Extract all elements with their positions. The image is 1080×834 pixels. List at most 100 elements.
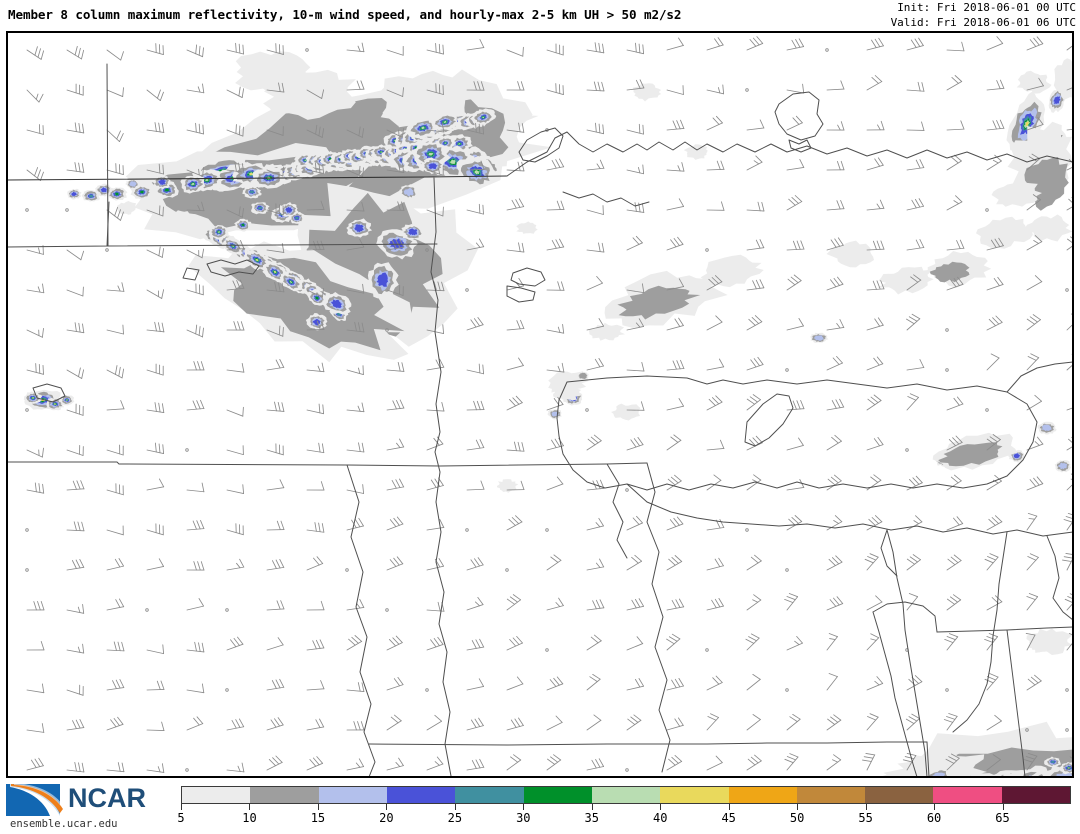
wind-barb	[26, 640, 45, 651]
colorbar[interactable]: 5 10 15 20 25 30 35 40 45 50 55 60 65	[177, 786, 1071, 830]
wind-barb	[626, 42, 645, 55]
wind-barb	[66, 603, 85, 614]
wind-barb	[706, 597, 724, 611]
colorbar-segment	[455, 787, 524, 803]
wind-barb	[226, 321, 245, 331]
wind-barb	[226, 124, 244, 137]
wind-barb	[266, 358, 285, 371]
reflectivity-contour	[976, 216, 1033, 249]
wind-barb	[305, 48, 309, 52]
wind-barb	[266, 443, 284, 456]
wind-barb	[706, 84, 725, 95]
wind-barb	[506, 717, 524, 731]
wind-barb	[466, 363, 485, 375]
reflectivity-contour	[428, 163, 438, 169]
wind-barb	[66, 162, 85, 173]
wind-barb	[586, 673, 601, 691]
wind-barb	[586, 159, 605, 171]
wind-barb	[466, 122, 484, 135]
wind-barb	[666, 434, 682, 451]
wind-barb	[226, 558, 245, 571]
wind-barb	[306, 639, 325, 651]
reflectivity-contour	[205, 178, 209, 182]
reflectivity-contour	[516, 221, 538, 234]
wind-barb	[186, 683, 205, 694]
reflectivity-contour	[164, 188, 170, 192]
wind-barb	[786, 713, 801, 731]
reflectivity-contour	[54, 403, 56, 405]
wind-barb	[786, 317, 804, 331]
wind-barb	[826, 121, 845, 131]
wind-barb	[866, 356, 884, 371]
map-panel[interactable]	[6, 31, 1074, 778]
wind-barb	[586, 81, 605, 92]
reflectivity-contour	[428, 152, 434, 156]
wind-barb	[146, 402, 165, 413]
wind-barb	[226, 42, 244, 55]
wind-barb	[186, 598, 205, 611]
reflectivity-contour	[191, 182, 195, 186]
wind-barb	[905, 713, 920, 731]
colorbar-tick-label: 40	[652, 811, 668, 825]
ncar-logo[interactable]: NCAR ensemble.ucar.edu	[6, 782, 171, 832]
wind-barb	[626, 401, 645, 411]
wind-barb	[546, 437, 564, 451]
wind-barb	[626, 554, 643, 571]
wind-barb	[666, 516, 684, 531]
wind-barb	[506, 594, 522, 611]
wind-barb	[266, 126, 284, 136]
wind-barb	[626, 636, 644, 651]
wind-barb	[1066, 87, 1073, 91]
colorbar-tick-label: 45	[721, 811, 736, 825]
wind-barb	[946, 396, 964, 411]
wind-barb	[666, 317, 684, 331]
wind-barb	[746, 554, 762, 571]
wind-barb	[586, 42, 605, 54]
reflectivity-contour	[71, 191, 78, 197]
wind-barb	[386, 757, 404, 771]
wind-barb	[864, 553, 879, 571]
wind-barb	[946, 120, 965, 131]
wind-barb	[706, 201, 725, 211]
wind-barb	[786, 240, 805, 251]
wind-barb	[226, 762, 245, 773]
wind-barb	[226, 162, 245, 173]
wind-barb	[66, 444, 84, 456]
wind-barb	[586, 318, 605, 331]
colorbar-tick-label: 55	[858, 811, 873, 825]
reflectivity-contour	[421, 126, 425, 130]
colorbar-tick	[249, 804, 251, 810]
wind-barb	[626, 283, 645, 294]
wind-barb	[25, 408, 29, 412]
wind-barb	[466, 557, 484, 571]
wind-barb	[25, 568, 29, 572]
wind-barb	[266, 755, 283, 771]
wind-barb	[506, 122, 525, 133]
wind-barb	[186, 122, 204, 135]
reflectivity-contour	[273, 271, 277, 273]
wind-barb	[986, 353, 1000, 371]
wind-barb	[186, 248, 205, 259]
wind-barb	[946, 594, 962, 611]
reflectivity-contour	[249, 190, 255, 194]
wind-barb	[146, 523, 164, 536]
wind-barb	[705, 648, 709, 652]
wind-barb	[1026, 512, 1038, 531]
reflectivity-contour	[158, 179, 166, 186]
reflectivity-contour	[459, 84, 491, 102]
wind-barb	[425, 688, 429, 692]
wind-barb	[266, 166, 284, 177]
colorbar-tick-label: 30	[516, 811, 531, 825]
colorbar-tick	[660, 804, 662, 810]
wind-barb	[666, 555, 683, 571]
reflectivity-contour	[354, 224, 364, 233]
reflectivity-contour	[683, 144, 708, 160]
wind-barb	[1025, 632, 1036, 651]
wind-barb	[306, 287, 324, 298]
wind-barb	[106, 400, 125, 411]
wind-barb	[466, 638, 485, 651]
wind-barb	[466, 480, 485, 491]
wind-barb	[866, 157, 884, 171]
wind-barb	[346, 201, 365, 212]
wind-barb	[306, 756, 324, 771]
